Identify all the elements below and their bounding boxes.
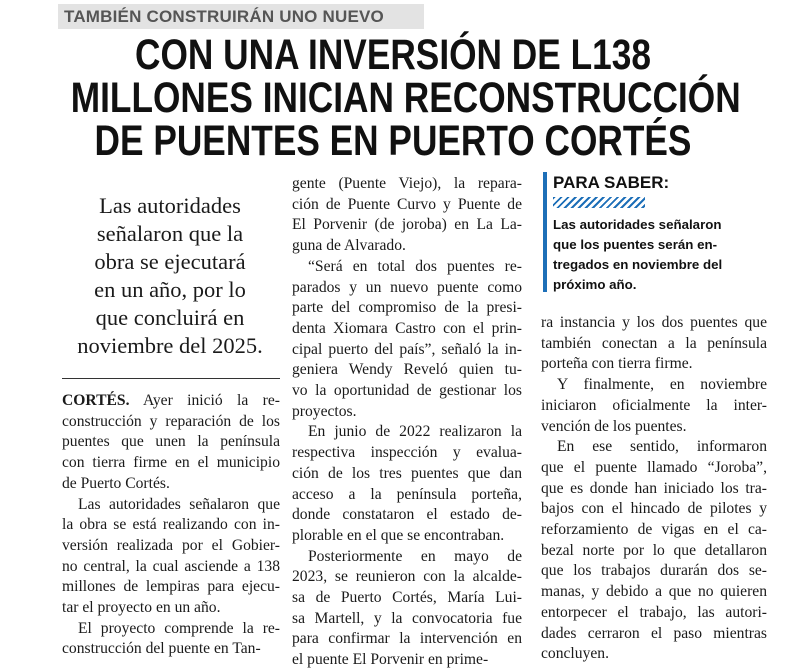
text-line: tar el proyecto en un año. (62, 599, 221, 617)
paragraph: Posteriormente en mayo de 2023, se reunie… (292, 547, 522, 671)
text-line: también conectan a la península (541, 334, 767, 352)
hatch (553, 197, 645, 208)
headline-line: MILLONES INICIAN RECONSTRUCCIÓN (70, 74, 741, 122)
text-line: acceso a la península porteña, (292, 485, 522, 503)
paragraph: El proyecto comprende la re-construcción… (62, 619, 280, 660)
rule (62, 378, 280, 379)
quote-line: que concluirá en (95, 305, 245, 330)
sidebar-text: Las autoridades señalaron que los puentes… (553, 215, 722, 295)
text-line: “Será en total dos puentes re- (308, 257, 522, 275)
text-line: Y finalmente, en noviembre (557, 376, 767, 394)
text-line: reforzamiento de vigas en el ca- (541, 521, 767, 539)
paragraph: “Será en total dos puentes re-parados y … (292, 257, 522, 423)
text-line: entorpecer el trabajo, las autori- (541, 603, 767, 621)
text-line: de Puerto Cortés. (62, 474, 170, 492)
text-line: proyectos. (292, 402, 357, 420)
text-line: cipal puerto del país”, señaló la in- (292, 340, 522, 358)
text-line: no central, la cual asciende a 138 (62, 557, 280, 575)
text-line: 2023, se reunieron con la alcalde- (292, 568, 522, 586)
text-line: plorable en el que se encontraban. (292, 526, 505, 544)
text-line: sa Martell, y la convocatoria fue (292, 609, 522, 627)
quote-line: señalaron que la (96, 221, 244, 246)
quote-line: en un año, por lo (94, 277, 246, 302)
paragraph: CORTÉS. Ayer inició la re-construcción y… (62, 391, 280, 495)
sidebar-line: próximo año. (553, 277, 637, 292)
text-line: respectiva inspección y evalua- (292, 444, 522, 462)
text-line: para confirmar la intervención en (292, 630, 522, 648)
text: Ayer inició la re- (143, 392, 280, 409)
sidebar-line: Las autoridades señalaron (553, 217, 722, 232)
text-line: manas, y debido a que no quieren (541, 583, 767, 601)
text-line: la obra se está realizando con in- (62, 516, 280, 534)
text-line: El proyecto comprende la re- (78, 619, 280, 637)
paragraph: En ese sentido, informaron que el puente … (541, 437, 767, 665)
text-line: puentes que unen la península (62, 433, 280, 451)
column: gente (Puente Viejo), la repara-ción de … (292, 174, 522, 671)
column: CORTÉS. Ayer inició la re-construcción y… (62, 391, 280, 660)
text-line: iniciaron oficialmente la inter- (541, 396, 767, 414)
text-line: dades cerraron el paso mientras (541, 624, 767, 642)
text-line: versión realizada por el Gobier- (62, 536, 280, 554)
lead: CORTÉS. (62, 392, 130, 409)
text-line: que el puente llamado “Joroba”, (541, 458, 767, 476)
text-line: con tierra firme en el municipio (62, 454, 280, 472)
text-line: que los trabajos durarán dos se- (541, 562, 767, 580)
paragraph: gente (Puente Viejo), la repara-ción de … (292, 174, 522, 257)
text-line: que es donde han iniciado los tra- (541, 479, 767, 497)
text-line: bajos con el hincado de pilotes y (541, 500, 767, 518)
headline-line: CON UNA INVERSIÓN DE L138 (135, 31, 651, 79)
text-line: guna de Alvarado. (292, 237, 406, 255)
paragraph: Las autoridades señalaron que la obra se … (62, 495, 280, 619)
text-line: construcción y reparación de los (62, 412, 280, 430)
quote-line: noviembre del 2025. (77, 333, 263, 358)
paragraph: ra instancia y los dos puentes que tambié… (541, 313, 767, 375)
text-line: sa de Puerto Cortés, María Lui- (292, 589, 522, 607)
text-line: vo la oportunidad de gestionar los (292, 382, 522, 400)
text-line: concluyen. (541, 645, 609, 663)
text-line: El Porvenir (de joroba) en La La- (292, 216, 522, 234)
sidebar-bar (543, 172, 547, 292)
text-line: porteña con tierra firme. (541, 355, 693, 373)
text-line: Posteriormente en mayo de (308, 547, 522, 565)
text-line: ción de Puente Curvo y Puente de (292, 195, 522, 213)
text-line: construcción del puente en Tan- (62, 640, 261, 658)
text-line: donde constataron el estado de- (292, 506, 522, 524)
column: ra instancia y los dos puentes que tambié… (541, 313, 767, 665)
quote-line: obra se ejecutará (94, 249, 246, 274)
paragraph: En junio de 2022 realizaron la respectiva… (292, 422, 522, 546)
text-line: geniera Wendy Reveló quien tu- (292, 361, 522, 379)
text-line: parados y un nuevo puente como (292, 278, 522, 296)
text-line: denta Xiomara Castro con el prin- (292, 319, 522, 337)
kicker: TAMBIÉN CONSTRUIRÁN UNO NUEVO (58, 4, 424, 29)
pull-quote: Las autoridades señalaron que la obra se e… (55, 192, 285, 360)
headline-line: DE PUENTES EN PUERTO CORTÉS (94, 117, 692, 165)
sidebar-line: tregados en noviembre del (553, 257, 723, 272)
text-line: millones de lempiras para ejecu- (62, 578, 280, 596)
sidebar-title: PARA SABER: (553, 173, 670, 192)
text-line: parte del compromiso de la presi- (292, 299, 522, 317)
headline: CON UNA INVERSIÓN DE L138 MILLONES INICIA… (0, 34, 786, 163)
text-line: gente (Puente Viejo), la repara- (292, 175, 522, 192)
text-line: el puente El Porvenir en prime- (292, 651, 489, 669)
quote-line: Las autoridades (99, 193, 241, 218)
text-line: vención de los puentes. (541, 417, 687, 435)
text-line: ra instancia y los dos puentes que (541, 314, 767, 331)
text-line: Las autoridades señalaron que (78, 495, 280, 513)
text-line: ción de los tres puentes que dan (292, 464, 522, 482)
text-line: bezal norte por lo que detallaron (541, 541, 767, 559)
text-line: CORTÉS. Ayer inició la re- (62, 391, 280, 412)
paragraph: Y finalmente, en noviembre iniciaron ofic… (541, 375, 767, 437)
text-line: En junio de 2022 realizaron la (308, 423, 522, 441)
sidebar-line: que los puentes serán en- (553, 237, 718, 252)
text-line: En ese sentido, informaron (557, 438, 767, 456)
